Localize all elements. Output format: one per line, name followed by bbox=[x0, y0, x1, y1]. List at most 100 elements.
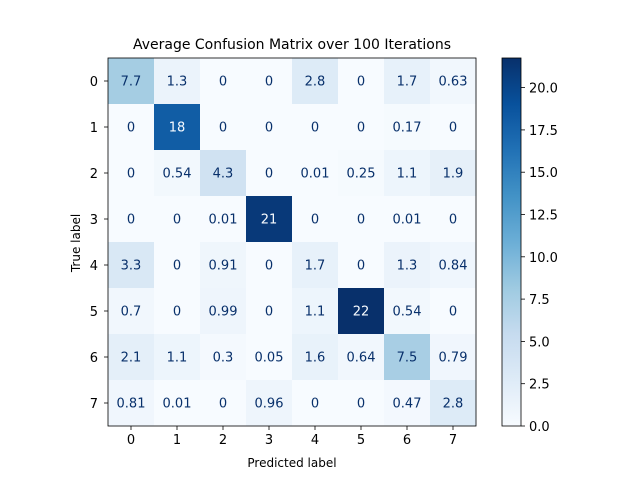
cell-value-label: 0.47 bbox=[393, 397, 422, 412]
heatmap-cell bbox=[108, 380, 155, 427]
heatmap-cell bbox=[430, 104, 477, 151]
cell-value-label: 0 bbox=[127, 121, 135, 136]
chart-title: Average Confusion Matrix over 100 Iterat… bbox=[133, 37, 451, 53]
cell-value-label: 0 bbox=[357, 397, 365, 412]
cell-value-label: 1.1 bbox=[397, 167, 418, 182]
colorbar-tick-label: 5.0 bbox=[529, 335, 550, 350]
heatmap-cell bbox=[430, 288, 477, 335]
cell-value-label: 0.54 bbox=[163, 167, 192, 182]
heatmap-cell bbox=[154, 150, 201, 197]
heatmap-cell bbox=[108, 242, 155, 289]
cell-value-label: 1.7 bbox=[305, 259, 326, 274]
heatmap-cell bbox=[246, 242, 293, 289]
y-tick-label: 7 bbox=[90, 397, 98, 412]
heatmap-cell bbox=[246, 380, 293, 427]
axes-frame bbox=[107, 57, 477, 427]
heatmap-cell bbox=[108, 58, 155, 105]
cell-value-label: 0.01 bbox=[209, 213, 238, 228]
heatmap-cell bbox=[246, 334, 293, 381]
heatmap-cell bbox=[384, 104, 431, 151]
heatmap-cell bbox=[384, 334, 431, 381]
heatmap-cell bbox=[200, 58, 247, 105]
cell-value-label: 0 bbox=[357, 259, 365, 274]
x-axis-ticks: 0 1 2 3 4 5 6 7 bbox=[127, 426, 457, 448]
heatmap-cell bbox=[108, 334, 155, 381]
cell-value-label: 0.91 bbox=[209, 259, 238, 274]
cell-value-label: 0.01 bbox=[163, 397, 192, 412]
cell-value-label: 0.99 bbox=[209, 305, 238, 320]
colorbar-tick-label: 12.5 bbox=[529, 209, 558, 224]
cell-value-label: 0.63 bbox=[439, 75, 468, 90]
heatmap-cell bbox=[430, 242, 477, 289]
y-tick-label: 5 bbox=[90, 305, 98, 320]
cell-value-label: 0.01 bbox=[393, 213, 422, 228]
cell-value-label: 0.84 bbox=[439, 259, 468, 274]
cell-value-label: 0.7 bbox=[121, 305, 142, 320]
colorbar-tick-label: 10.0 bbox=[529, 251, 558, 266]
cell-value-label: 0 bbox=[357, 121, 365, 136]
heatmap-cell bbox=[108, 150, 155, 197]
cell-value-label: 0 bbox=[265, 259, 273, 274]
cell-value-label: 1.9 bbox=[443, 167, 464, 182]
colorbar-tick-label: 7.5 bbox=[529, 293, 550, 308]
heatmap-cell bbox=[292, 150, 339, 197]
cell-value-label: 1.6 bbox=[305, 351, 326, 366]
cell-value-label: 0.25 bbox=[347, 167, 376, 182]
cell-value-label: 0 bbox=[173, 259, 181, 274]
cell-value-label: 0 bbox=[219, 397, 227, 412]
heatmap-cell bbox=[200, 150, 247, 197]
y-tick-label: 2 bbox=[90, 167, 98, 182]
heatmap-cell bbox=[384, 150, 431, 197]
x-tick-label: 2 bbox=[219, 433, 227, 448]
cell-value-label: 1.3 bbox=[397, 259, 418, 274]
cell-value-label: 7.5 bbox=[397, 351, 418, 366]
cell-value-label: 0 bbox=[311, 397, 319, 412]
cell-value-label: 0.64 bbox=[347, 351, 376, 366]
x-tick-label: 1 bbox=[173, 433, 181, 448]
heatmap-cell bbox=[430, 334, 477, 381]
cell-value-label: 0 bbox=[219, 75, 227, 90]
cell-value-label: 0.01 bbox=[301, 167, 330, 182]
colorbar bbox=[501, 57, 522, 427]
cell-value-label: 0 bbox=[265, 305, 273, 320]
heatmap-cell bbox=[292, 196, 339, 243]
y-axis-label: True label bbox=[69, 214, 83, 273]
heatmap-cell bbox=[108, 196, 155, 243]
cell-value-label: 0 bbox=[173, 305, 181, 320]
heatmap-cell bbox=[246, 288, 293, 335]
heatmap-cell bbox=[384, 380, 431, 427]
cell-value-label: 18 bbox=[169, 121, 186, 136]
heatmap-cell bbox=[430, 58, 477, 105]
heatmap-cell bbox=[338, 380, 385, 427]
heatmap-cell-labels: 7.7 1.3 0 0 2.8 0 1.7 0.63 0 18 0 0 0 0 0.17 0 0 0.54 4.3 0… bbox=[117, 75, 468, 412]
heatmap-cell bbox=[338, 104, 385, 151]
heatmap-cell bbox=[292, 380, 339, 427]
cell-value-label: 4.3 bbox=[213, 167, 234, 182]
heatmap-cell bbox=[338, 150, 385, 197]
heatmap-cell bbox=[338, 334, 385, 381]
x-axis-label: Predicted label bbox=[247, 456, 336, 470]
x-tick-label: 5 bbox=[357, 433, 365, 448]
cell-value-label: 0.96 bbox=[255, 397, 284, 412]
heatmap-cell bbox=[246, 104, 293, 151]
heatmap-cell bbox=[338, 242, 385, 289]
heatmap-cell bbox=[154, 196, 201, 243]
cell-value-label: 2.8 bbox=[305, 75, 326, 90]
heatmap-cell bbox=[338, 196, 385, 243]
heatmap-cell bbox=[200, 196, 247, 243]
heatmap-cell bbox=[292, 242, 339, 289]
heatmap-cell bbox=[338, 58, 385, 105]
cell-value-label: 1.1 bbox=[305, 305, 326, 320]
heatmap-cell bbox=[384, 288, 431, 335]
cell-value-label: 0 bbox=[265, 75, 273, 90]
cell-value-label: 0.81 bbox=[117, 397, 146, 412]
heatmap-cell bbox=[200, 380, 247, 427]
cell-value-label: 0 bbox=[311, 213, 319, 228]
y-axis-ticks: 0 1 2 3 4 5 6 7 bbox=[90, 75, 108, 412]
colorbar-tick-label: 17.5 bbox=[529, 124, 558, 139]
y-tick-label: 3 bbox=[90, 213, 98, 228]
x-tick-label: 4 bbox=[311, 433, 319, 448]
cell-value-label: 2.1 bbox=[121, 351, 142, 366]
heatmap-cell bbox=[430, 196, 477, 243]
